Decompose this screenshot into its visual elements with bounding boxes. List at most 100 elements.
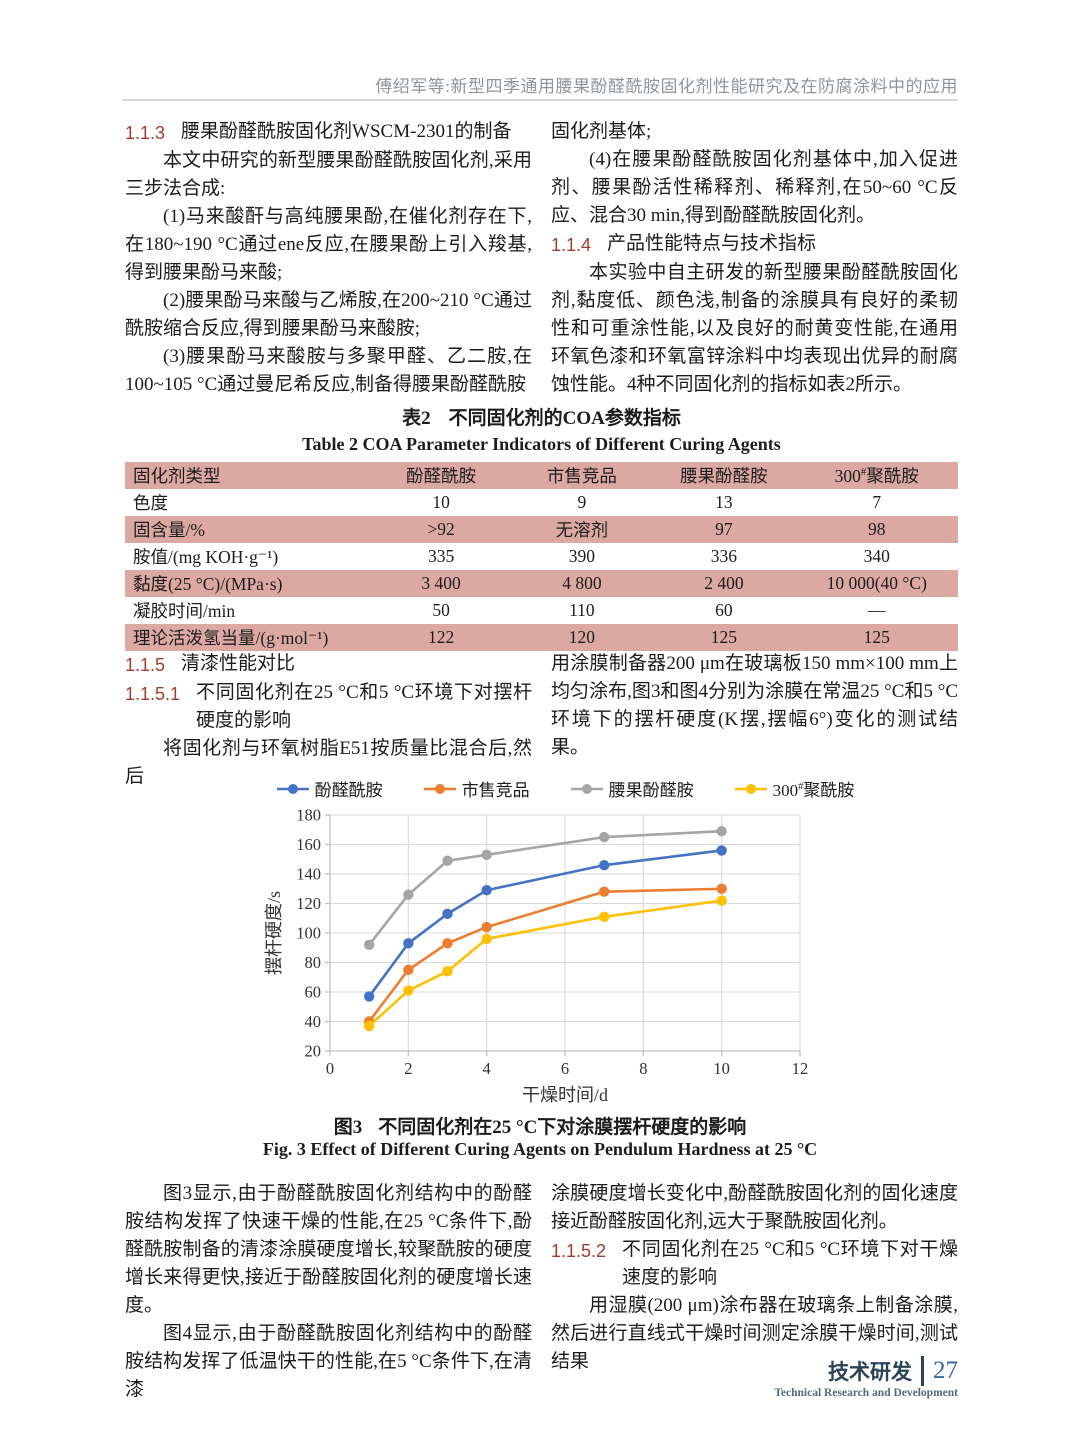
table-title-text: 不同固化剂的COA参数指标 — [448, 408, 681, 429]
paragraph: 涂膜硬度增长变化中,酚醛酰胺固化剂的固化速度接近酚醛胺固化剂,远大于聚酰胺固化剂… — [551, 1183, 958, 1232]
table-row: 黏度(25 °C)/(MPa·s) 3 400 4 800 2 400 10 000(4… — [125, 570, 958, 597]
column-2-left: 1.1.5 清漆性能对比 1.1.5.1 不同固化剂在25 °C和5 °C环境下… — [125, 650, 532, 791]
coa-table: 固化剂类型 酚醛酰胺 市售竞品 腰果酚醛胺 300#聚酰胺 色度 10 9 13 7 固含量/% >… — [125, 462, 958, 651]
cell: 7 — [872, 492, 882, 512]
cell: 340 — [863, 546, 890, 566]
running-title: 傅绍军等:新型四季通用腰果酚醛酰胺固化剂性能研究及在防腐涂料中的应用 — [375, 77, 958, 96]
paragraph: 用涂膜制备器200 μm在玻璃板150 mm×100 mm上均匀涂布,图3和图4… — [551, 653, 958, 758]
paragraph: 图4显示,由于酚醛酰胺固化剂结构中的酚醛胺结构发挥了低温快干的性能,在5 °C条… — [125, 1323, 532, 1400]
paragraph: (3)腰果酚马来酸胺与多聚甲醛、乙二胺,在100~105 °C通过曼尼希反应,制… — [125, 346, 532, 395]
row-label: 固含量/% — [133, 520, 205, 540]
section-number: 1.1.5.2 — [551, 1241, 607, 1261]
col-header: 腰果酚醛胺 — [680, 466, 768, 486]
legend-marker-icon — [734, 783, 767, 794]
table-2-block: 表2 不同固化剂的COA参数指标 Table 2 COA Parameter In… — [125, 403, 958, 651]
cell: 336 — [710, 546, 738, 566]
table-title-zh: 表2 不同固化剂的COA参数指标 — [125, 403, 958, 430]
cell: 98 — [868, 519, 886, 539]
footer-row: 技术研发 27 — [774, 1356, 958, 1386]
footer-section-en: Technical Research and Development — [774, 1387, 958, 1399]
legend-marker-icon — [570, 783, 603, 794]
column-3-left: 图3显示,由于酚醛酰胺固化剂结构中的酚醛胺结构发挥了快速干燥的性能,在25 °C… — [125, 1180, 532, 1404]
cell: 125 — [710, 627, 738, 647]
section-heading-1-1-4: 1.1.4 产品性能特点与技术指标 — [551, 230, 958, 259]
figure-caption-text: 不同固化剂在25 °C下对涂膜摆杆硬度的影响 — [378, 1117, 747, 1138]
paragraph: 本文中研究的新型腰果酚醛酰胺固化剂,采用三步法合成: — [125, 150, 532, 199]
section-number: 1.1.3 — [125, 123, 166, 143]
section-title: 腰果酚醛酰胺固化剂WSCM-2301的制备 — [181, 121, 512, 142]
cell: 50 — [432, 600, 450, 620]
section-heading-1-1-5-1: 1.1.5.1 不同固化剂在25 °C和5 °C环境下对摆杆硬度的影响 — [125, 679, 532, 735]
paragraph: 图3显示,由于酚醛酰胺固化剂结构中的酚醛胺结构发挥了快速干燥的性能,在25 °C… — [125, 1183, 532, 1316]
figure3-caption-en: Fig. 3 Effect of Different Curing Agents… — [262, 1139, 818, 1159]
svg-text:180: 180 — [296, 806, 321, 825]
legend-label: 市售竞品 — [461, 781, 530, 800]
table-row: 固含量/% >92 无溶剂 97 98 — [125, 516, 958, 543]
cell: 10 — [432, 492, 450, 512]
row-label: 色度 — [133, 493, 168, 513]
legend-marker-icon — [276, 783, 309, 794]
table-row: 凝胶时间/min 50 110 60 — — [125, 597, 958, 624]
cell: 97 — [715, 519, 733, 539]
svg-text:0: 0 — [326, 1059, 334, 1078]
cell: 122 — [427, 627, 455, 647]
section-heading-1-1-3: 1.1.3 腰果酚醛酰胺固化剂WSCM-2301的制备 — [125, 118, 532, 147]
svg-text:60: 60 — [305, 983, 322, 1002]
cell: 13 — [715, 492, 733, 512]
svg-text:6: 6 — [561, 1059, 569, 1078]
svg-text:100: 100 — [296, 924, 321, 943]
table-row: 色度 10 9 13 7 — [125, 489, 958, 516]
header-rule — [122, 99, 958, 101]
y-axis-title: 摆杆硬度/s — [264, 891, 284, 975]
row-label-header: 固化剂类型 — [133, 466, 221, 486]
legend-item: 市售竞品 — [423, 776, 530, 801]
cell: 2 400 — [704, 573, 744, 593]
footer-section-zh: 技术研发 — [828, 1361, 912, 1384]
col-header: 酚醛酰胺 — [406, 466, 477, 486]
svg-text:20: 20 — [305, 1042, 322, 1061]
svg-text:10: 10 — [713, 1059, 730, 1078]
legend-item: 酚醛酰胺 — [276, 776, 383, 801]
row-label: 胺值/(mg KOH·g⁻¹) — [133, 547, 279, 567]
paragraph: (4)在腰果酚醛酰胺固化剂基体中,加入促进剂、腰果酚活性稀释剂、稀释剂,在50~… — [551, 149, 958, 226]
section-title: 清漆性能对比 — [181, 653, 296, 674]
cell: 60 — [715, 600, 733, 620]
table-row: 胺值/(mg KOH·g⁻¹) 335 390 336 340 — [125, 543, 958, 570]
svg-text:120: 120 — [296, 894, 321, 913]
cell: 无溶剂 — [555, 520, 609, 540]
cell: 390 — [568, 546, 595, 566]
legend-item: 300#聚酰胺 — [734, 776, 855, 801]
svg-text:80: 80 — [305, 953, 322, 972]
paragraph: 用湿膜(200 μm)涂布器在玻璃条上制备涂膜,然后进行直线式干燥时间测定涂膜干… — [551, 1295, 958, 1372]
column-1-right: 固化剂基体; (4)在腰果酚醛酰胺固化剂基体中,加入促进剂、腰果酚活性稀释剂、稀… — [551, 118, 958, 399]
row-label: 理论活泼氢当量/(g·mol⁻¹) — [133, 628, 329, 648]
legend-label: 酚醛酰胺 — [314, 781, 383, 800]
section-heading-1-1-5: 1.1.5 清漆性能对比 — [125, 650, 532, 679]
cell: 9 — [577, 492, 587, 512]
table-row: 理论活泼氢当量/(g·mol⁻¹) 122 120 125 125 — [125, 624, 958, 651]
svg-text:140: 140 — [296, 865, 321, 884]
cell: 10 000(40 °C) — [826, 573, 927, 593]
paragraph: (1)马来酸酐与高纯腰果酚,在催化剂存在下,在180~190 °C通过ene反应… — [125, 206, 532, 283]
legend-label: 腰果酚醛胺 — [608, 781, 694, 800]
svg-text:160: 160 — [296, 835, 321, 854]
cell: 3 400 — [421, 573, 461, 593]
section-title: 不同固化剂在25 °C和5 °C环境下对摆杆硬度的影响 — [196, 682, 532, 731]
legend-item: 腰果酚醛胺 — [570, 776, 694, 801]
legend-label: 300#聚酰胺 — [772, 781, 855, 800]
column-3-right: 涂膜硬度增长变化中,酚醛酰胺固化剂的固化速度接近酚醛胺固化剂,远大于聚酰胺固化剂… — [551, 1180, 958, 1376]
coa-table-head: 固化剂类型 酚醛酰胺 市售竞品 腰果酚醛胺 300#聚酰胺 — [125, 462, 958, 489]
legend-marker-icon — [423, 783, 456, 794]
cell: 120 — [568, 627, 595, 647]
cell: — — [868, 600, 886, 620]
svg-text:8: 8 — [639, 1059, 647, 1078]
svg-text:40: 40 — [305, 1012, 322, 1031]
row-label: 凝胶时间/min — [133, 601, 236, 621]
svg-text:4: 4 — [483, 1059, 491, 1078]
section-number: 1.1.5.1 — [125, 684, 181, 704]
cell: 125 — [863, 627, 890, 647]
x-axis-title: 干燥时间/d — [522, 1085, 608, 1105]
table-header-row: 固化剂类型 酚醛酰胺 市售竞品 腰果酚醛胺 300#聚酰胺 — [125, 462, 958, 489]
paragraph: 固化剂基体; — [551, 121, 652, 142]
svg-text:2: 2 — [404, 1059, 412, 1078]
